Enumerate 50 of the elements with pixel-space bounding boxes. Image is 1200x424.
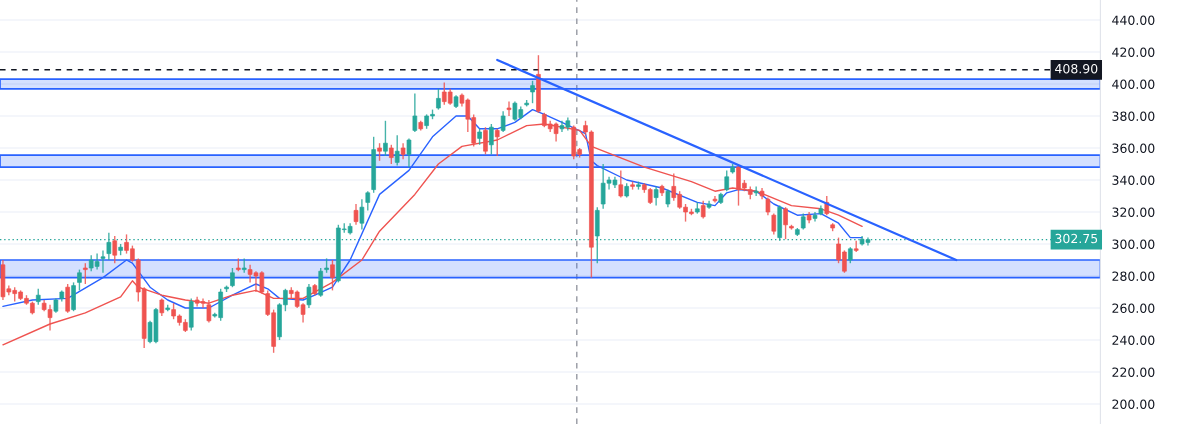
candlestick	[306, 283, 312, 309]
candlestick	[83, 262, 88, 285]
candlestick	[359, 198, 365, 231]
candlestick	[771, 212, 777, 236]
candlestick	[106, 232, 112, 261]
y-tick-label: 280.00	[1112, 271, 1155, 281]
candlestick	[753, 185, 759, 197]
candlestick	[77, 268, 82, 292]
y-tick-label: 440.00	[1112, 15, 1155, 25]
candlestick	[65, 283, 70, 314]
y-tick-label: 360.00	[1112, 143, 1155, 153]
ref-line-label: 408.90	[1055, 63, 1098, 74]
candlestick	[100, 249, 106, 274]
candlestick	[483, 126, 488, 156]
candlestick	[530, 80, 535, 104]
candlestick	[394, 134, 400, 167]
candlestick	[853, 240, 859, 253]
candlestick	[436, 88, 441, 111]
y-tick-label: 340.00	[1112, 175, 1155, 185]
y-tick-label: 260.00	[1112, 303, 1155, 313]
y-tick-label: 200.00	[1112, 399, 1155, 409]
candlestick	[206, 299, 212, 324]
candlestick	[112, 235, 118, 264]
candlestick	[353, 203, 359, 226]
candlestick	[494, 128, 500, 157]
y-tick-label: 220.00	[1112, 367, 1155, 377]
y-tick-label: 380.00	[1112, 111, 1155, 121]
candlestick	[812, 211, 818, 223]
candlestick	[653, 185, 659, 207]
candlestick	[489, 123, 494, 156]
y-tick-label: 300.00	[1112, 239, 1155, 249]
candlestick	[365, 190, 371, 212]
candlestick	[318, 267, 323, 298]
candlestick	[383, 120, 388, 157]
candlestick	[506, 100, 512, 117]
candlestick	[230, 267, 235, 288]
y-tick-label: 400.00	[1112, 79, 1155, 89]
candlestick	[412, 92, 418, 133]
candlestick	[618, 169, 624, 199]
y-tick-label: 320.00	[1112, 207, 1155, 217]
candlestick	[406, 137, 412, 168]
candlestick	[500, 110, 506, 133]
candlestick	[724, 169, 730, 192]
y-tick-label: 240.00	[1112, 335, 1155, 345]
candlestick	[330, 259, 335, 292]
y-tick-label: 420.00	[1112, 47, 1155, 57]
ref-line-label: 302.75	[1055, 233, 1098, 244]
candlestick	[389, 144, 394, 165]
candlestick	[783, 206, 788, 240]
candlestick	[71, 281, 76, 312]
